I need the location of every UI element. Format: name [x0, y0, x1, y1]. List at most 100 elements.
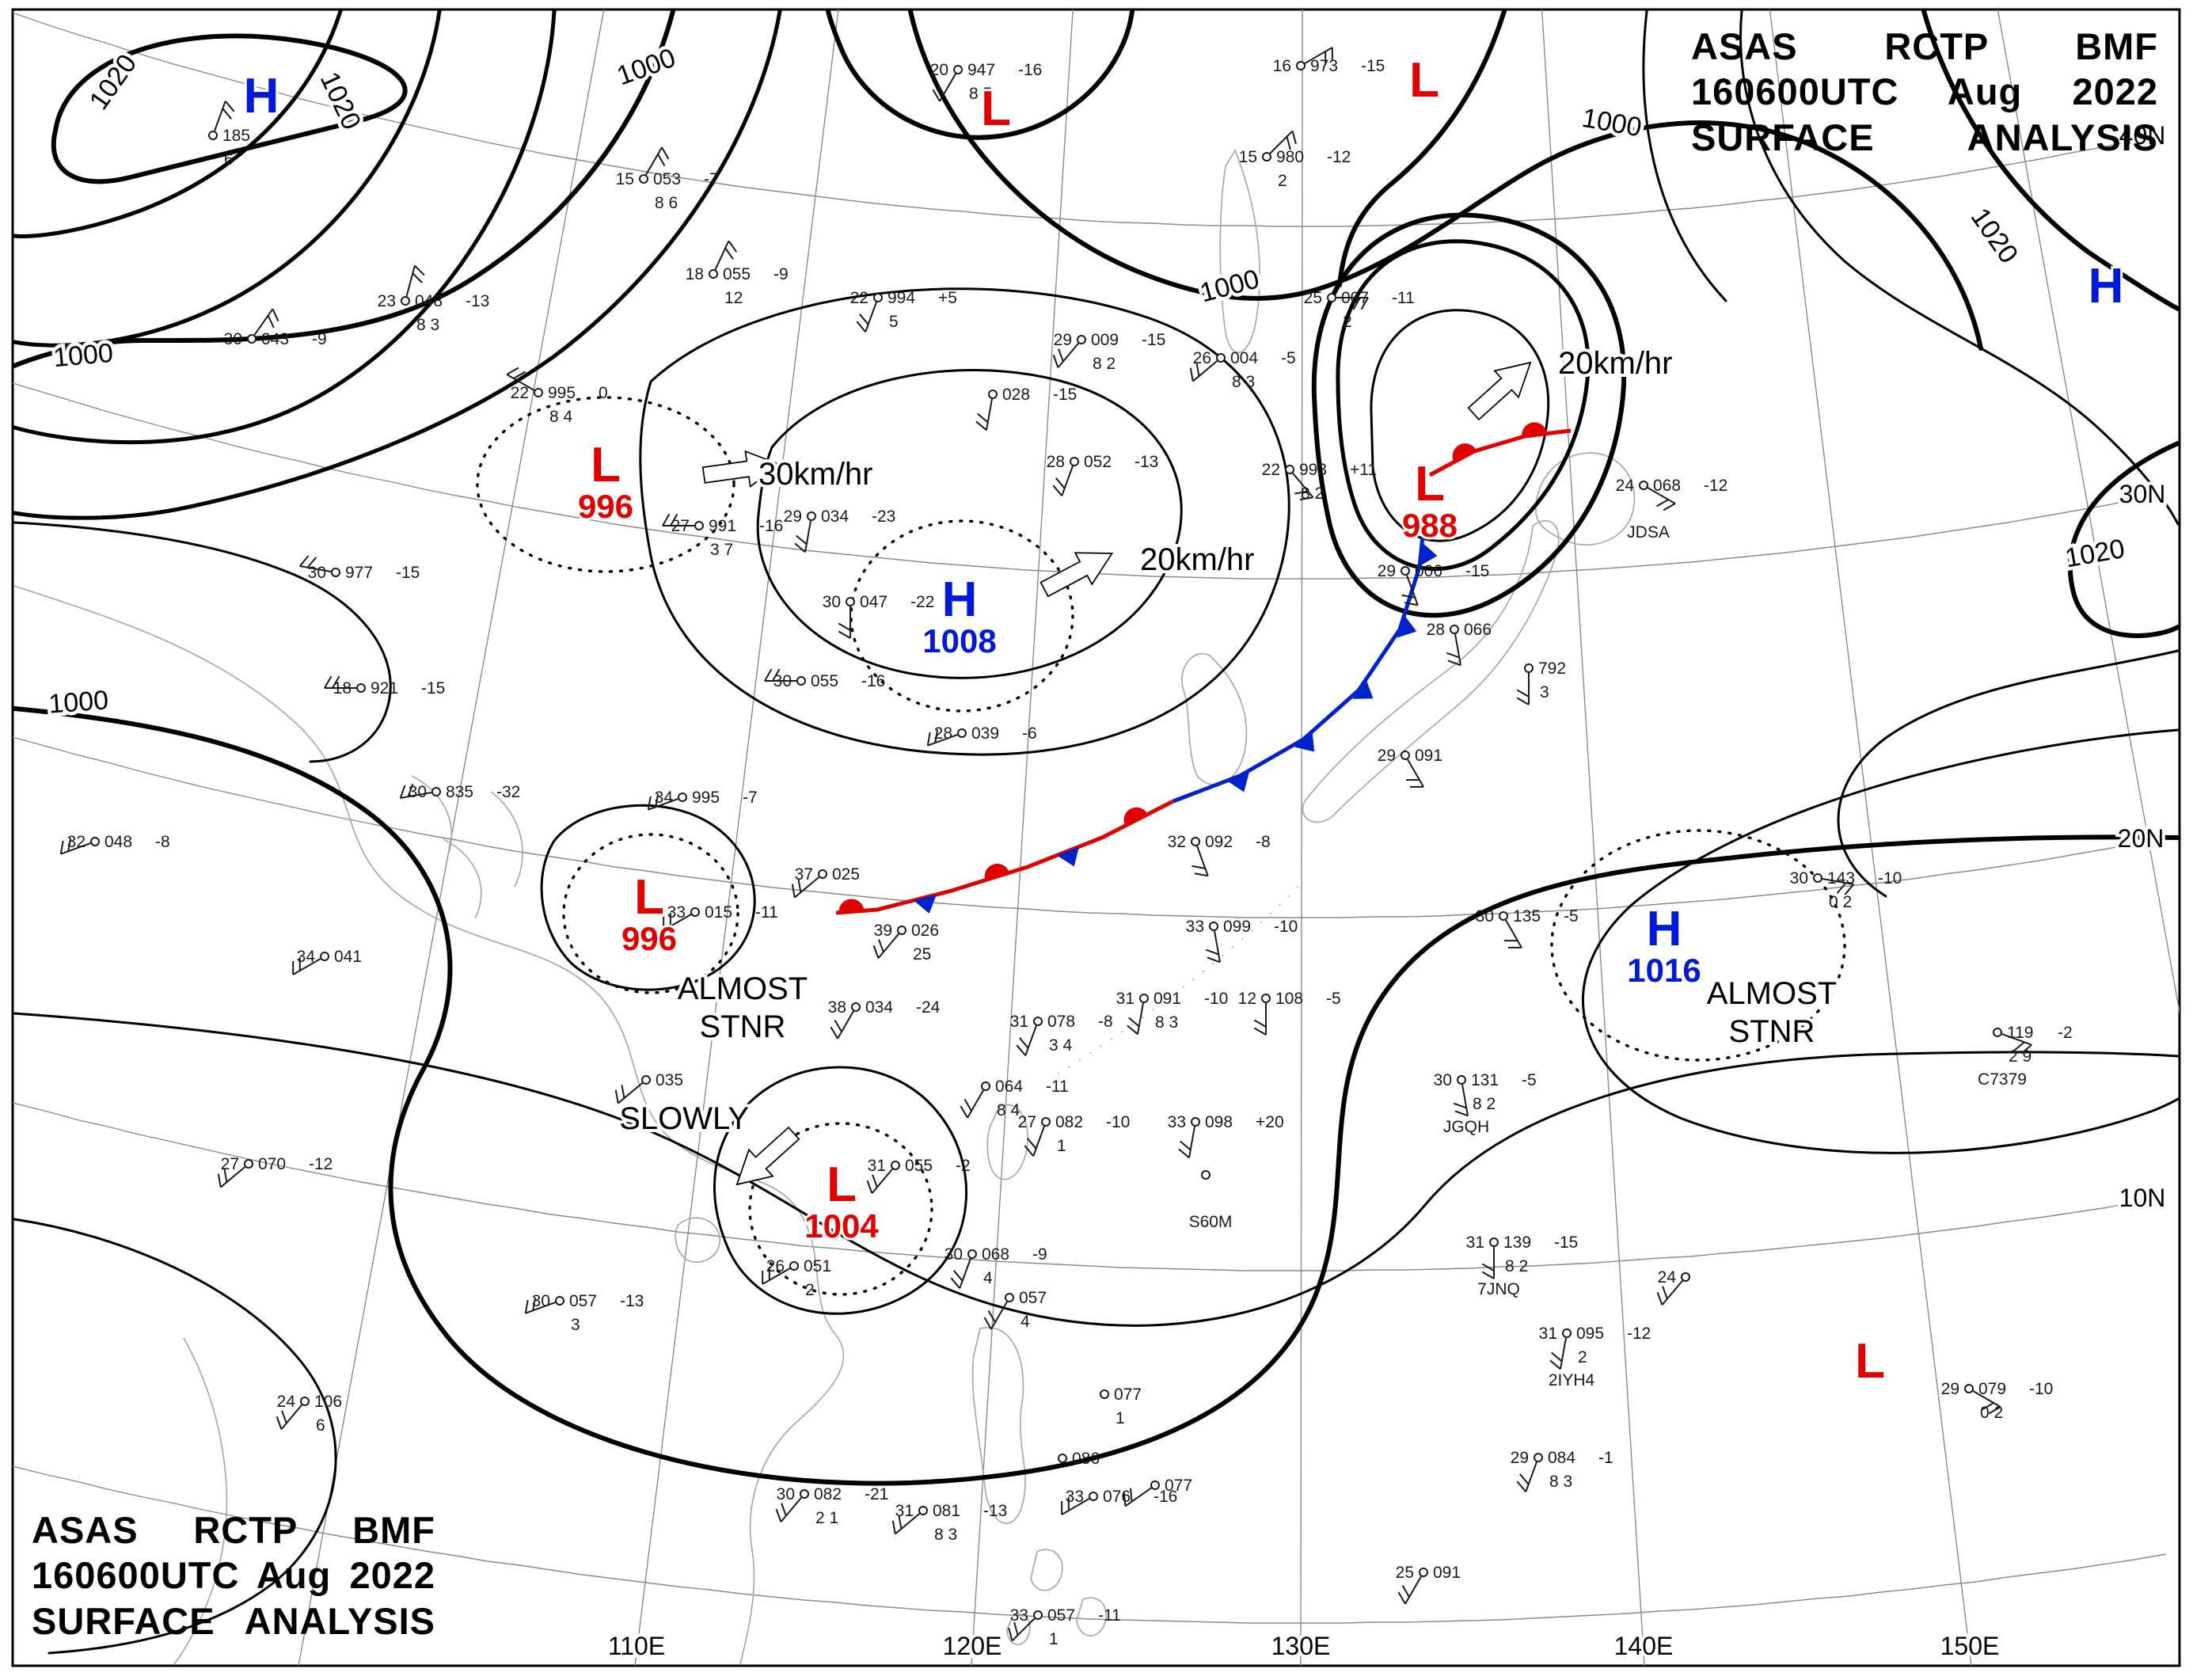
wind-barb-tick	[830, 1026, 838, 1040]
station-temperature: 29	[1378, 562, 1396, 580]
station-pressure: 092	[1205, 833, 1233, 851]
station-plot: 028 -15	[975, 386, 1077, 431]
station-pressure: 077	[1114, 1385, 1142, 1404]
station-pressure: 993	[1299, 461, 1327, 479]
wind-barb-tick	[834, 1019, 842, 1032]
wind-barb-shaft	[400, 792, 432, 799]
pressure-center-high: H	[241, 67, 282, 126]
wind-barb-shaft	[1461, 1084, 1469, 1116]
wind-barb-tick	[872, 1174, 878, 1188]
station-pressure: 041	[334, 948, 362, 966]
station-temperature: 31	[868, 1157, 886, 1175]
station-plot: 31 081 -13 8 3	[891, 1502, 1007, 1544]
station-plot: 33 098 +20	[1168, 1113, 1284, 1159]
station-tendency: -5	[1326, 990, 1341, 1008]
wind-barb-tick	[647, 796, 652, 810]
isobar-line	[1739, 10, 2180, 526]
wind-barb-tick	[1401, 594, 1416, 599]
station-extra: 2 9	[2009, 1047, 2031, 1066]
station-plot: 30 835 -32	[399, 783, 520, 801]
station-circle	[1209, 922, 1218, 931]
isobar-line	[13, 10, 675, 368]
isobar-line	[13, 1012, 2180, 1327]
station-plot: 33 015 -11	[663, 903, 778, 931]
station-pressure: 099	[1223, 918, 1251, 936]
station-plot: 33 057 -11 1	[1008, 1606, 1121, 1648]
wind-barb-shaft	[299, 565, 332, 572]
station-temperature: 30	[1434, 1071, 1452, 1089]
latitude-line	[13, 1465, 2167, 1624]
station-extra: 2 1	[815, 1509, 838, 1527]
station-pressure: 119	[2007, 1024, 2033, 1042]
station-circle	[1070, 457, 1079, 466]
pressure-center-high: H	[2086, 257, 2126, 316]
station-extra: 3 7	[710, 541, 733, 559]
wind-barb-tick	[524, 1299, 529, 1313]
wind-barb-tick	[772, 668, 781, 682]
station-tendency: -9	[773, 265, 789, 283]
chart-type-line: SURFACE ANALYSIS	[1691, 116, 2158, 158]
station-extra: 3 4	[1049, 1036, 1073, 1055]
wind-barb-tick	[1404, 602, 1418, 606]
station-extra: 25	[913, 945, 931, 964]
station-plot: 24	[1656, 1268, 1690, 1306]
latitude-label: 40N	[2119, 121, 2166, 150]
wind-barb-tick	[1205, 948, 1219, 956]
station-tendency: -13	[620, 1292, 644, 1310]
station-plot: 27 991 -16 3 7	[662, 513, 783, 559]
station-pressure: 977	[345, 564, 373, 582]
station-circle	[1191, 1117, 1200, 1127]
latitude-label: 20N	[2118, 824, 2164, 853]
station-plot: 29 079 -10 0 2	[1941, 1380, 2054, 1422]
station-plot: 32 048 -8	[59, 833, 170, 855]
station-pressure: 091	[1154, 990, 1181, 1008]
wind-barb-tick	[934, 729, 939, 743]
station-tendency: -15	[1465, 562, 1489, 580]
station-circle	[891, 1161, 900, 1170]
station-pressure: 052	[1084, 453, 1112, 471]
wind-barb-shaft	[525, 1302, 556, 1314]
wind-barb-tick	[728, 240, 738, 253]
pressure-center-low: L	[1853, 1332, 1887, 1391]
isobar-line	[13, 10, 442, 348]
movement-areas	[476, 396, 1846, 1296]
longitude-line	[971, 10, 1074, 1666]
station-pressure: 084	[1548, 1449, 1575, 1467]
station-pressure: 057	[1047, 1606, 1075, 1625]
coastline	[1076, 1597, 1108, 1636]
station-temperature: 24	[1658, 1268, 1677, 1287]
station-pressure: 091	[1433, 1564, 1461, 1582]
wind-barb-tick	[414, 264, 425, 276]
station-temperature: 18	[333, 679, 352, 697]
wind-barb-tick	[657, 154, 666, 167]
movement-arrow-icon	[735, 1126, 800, 1186]
station-tendency: -7	[704, 170, 719, 188]
wind-barb-tick	[1207, 956, 1221, 964]
wind-barb-tick	[1397, 1591, 1406, 1605]
wind-barb-tick	[621, 1085, 625, 1099]
longitude-label: 120E	[943, 1632, 1002, 1660]
wind-barb-shaft	[837, 1010, 854, 1040]
station-extra: 2	[1578, 1348, 1587, 1366]
station-plot: 30 977 -15	[298, 555, 420, 582]
station-plot: 25 091	[1396, 1564, 1461, 1605]
station-tendency: -15	[1361, 57, 1385, 75]
coastline	[443, 838, 482, 919]
station-plot: 31 078 -8 3 4	[1010, 1013, 1113, 1056]
isobar-line	[1336, 239, 1591, 571]
station-tendency: -13	[1135, 453, 1158, 471]
wind-barb-tick	[399, 785, 406, 799]
wind-barb-tick	[267, 315, 275, 329]
station-temperature: 22	[850, 289, 868, 307]
station-pressure: 048	[415, 292, 443, 310]
wind-barb-tick	[724, 247, 734, 260]
chart-title-top-right: ASAS RCTP BMF 160600UTC Aug 2022 SURFACE…	[1691, 24, 2158, 160]
station-tendency: -2	[956, 1157, 971, 1175]
isobar-line	[2068, 441, 2180, 638]
wind-barb-shaft	[280, 1404, 302, 1430]
isobar-line	[1337, 10, 1507, 287]
